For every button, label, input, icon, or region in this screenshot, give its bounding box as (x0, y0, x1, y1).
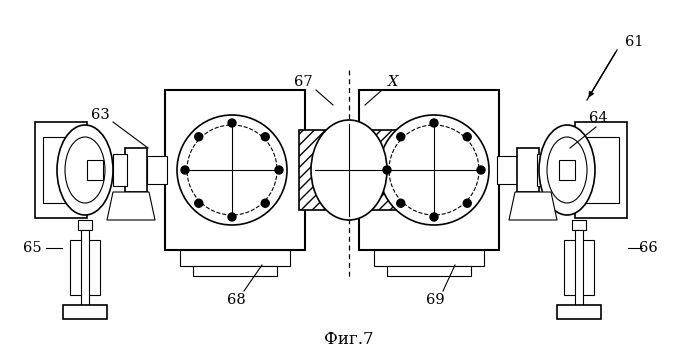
Circle shape (383, 166, 391, 174)
Bar (387, 266, 471, 276)
Bar (43, 137, 79, 203)
Ellipse shape (547, 137, 587, 203)
Text: X: X (388, 75, 398, 89)
Ellipse shape (539, 125, 595, 215)
Bar (63, 305, 107, 319)
Text: 63: 63 (91, 108, 109, 122)
Ellipse shape (65, 137, 105, 203)
Text: 64: 64 (589, 111, 607, 125)
Bar (147, 156, 167, 184)
Bar (575, 230, 583, 310)
Bar (374, 250, 484, 266)
Bar (299, 130, 399, 210)
Bar (557, 305, 601, 319)
Circle shape (195, 133, 203, 141)
Circle shape (261, 199, 269, 207)
Polygon shape (509, 192, 557, 220)
Circle shape (275, 166, 283, 174)
Bar (559, 160, 575, 180)
Circle shape (195, 199, 203, 207)
Bar (87, 160, 103, 180)
Bar (497, 156, 517, 184)
Bar (125, 148, 147, 192)
Circle shape (477, 166, 485, 174)
Circle shape (228, 213, 236, 221)
Text: 66: 66 (639, 241, 657, 255)
Text: 68: 68 (226, 293, 245, 307)
Bar (193, 266, 277, 276)
Circle shape (261, 133, 269, 141)
Circle shape (430, 119, 438, 127)
Ellipse shape (389, 125, 479, 215)
Ellipse shape (379, 115, 489, 225)
Text: 65: 65 (22, 241, 41, 255)
Text: Фиг.7: Фиг.7 (324, 331, 374, 348)
Bar (180, 250, 290, 266)
Bar (564, 240, 594, 295)
Polygon shape (107, 192, 155, 220)
Bar (81, 230, 89, 310)
Bar (113, 154, 127, 186)
Ellipse shape (311, 120, 387, 220)
Bar (583, 137, 619, 203)
Bar (35, 122, 87, 218)
Bar (70, 240, 100, 295)
Circle shape (397, 199, 405, 207)
Bar (517, 148, 539, 192)
Bar (537, 154, 551, 186)
Bar (78, 220, 92, 230)
Circle shape (397, 133, 405, 141)
Bar (165, 90, 305, 250)
Text: 67: 67 (294, 75, 312, 89)
Bar (359, 90, 499, 250)
Text: 61: 61 (625, 35, 644, 49)
Ellipse shape (187, 125, 277, 215)
Circle shape (181, 166, 189, 174)
Circle shape (228, 119, 236, 127)
Text: 69: 69 (426, 293, 445, 307)
Circle shape (430, 213, 438, 221)
Ellipse shape (57, 125, 113, 215)
Bar (575, 122, 627, 218)
Circle shape (463, 199, 471, 207)
Bar (572, 220, 586, 230)
Circle shape (463, 133, 471, 141)
Ellipse shape (177, 115, 287, 225)
